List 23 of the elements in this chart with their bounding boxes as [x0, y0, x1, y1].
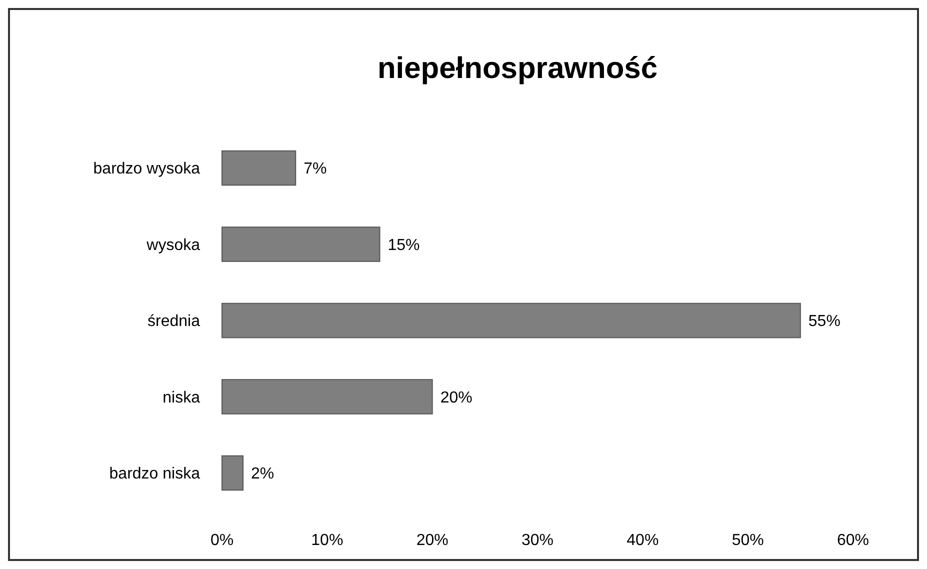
data-label: 55%	[808, 313, 840, 330]
chart-title: niepełnosprawność	[377, 52, 658, 85]
x-tick-label: 20%	[416, 532, 448, 549]
y-tick-label: bardzo wysoka	[93, 160, 200, 178]
y-tick-label: średnia	[148, 313, 200, 330]
bar	[222, 455, 244, 491]
x-tick-label: 50%	[732, 532, 764, 549]
data-label: 15%	[388, 236, 420, 254]
x-tick-label: 30%	[521, 532, 554, 549]
x-tick-label: 0%	[210, 532, 234, 549]
bar	[222, 226, 380, 262]
bar	[222, 150, 296, 186]
y-tick-label: bardzo niska	[109, 466, 200, 483]
bar	[222, 379, 433, 414]
data-label: 20%	[440, 389, 472, 406]
y-tick-label: niska	[162, 389, 200, 406]
data-label: 2%	[251, 466, 274, 483]
bar	[222, 302, 801, 338]
y-tick-label: wysoka	[146, 236, 200, 254]
x-tick-label: 60%	[836, 532, 870, 549]
data-label: 7%	[304, 160, 327, 178]
x-tick-label: 40%	[626, 532, 659, 549]
x-tick-label: 10%	[311, 532, 344, 549]
